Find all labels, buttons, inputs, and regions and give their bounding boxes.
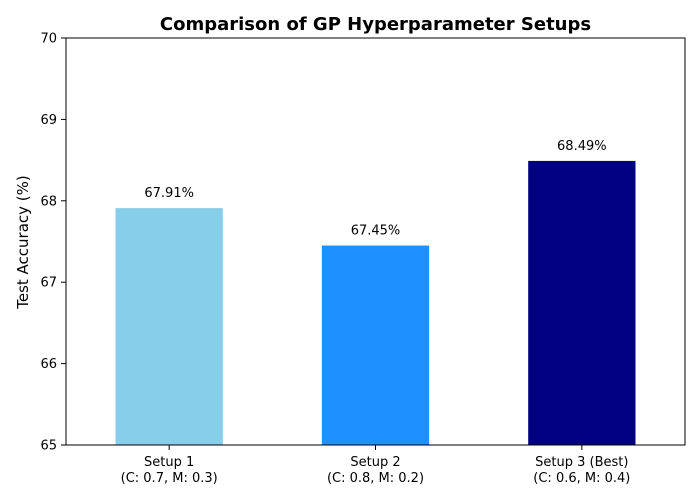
bar-2 [321,245,430,445]
data-label-2: 67.45% [351,224,401,239]
bar-1 [115,208,223,445]
y-tick-label-70: 70 [40,32,57,47]
x-tick-label-1-line-2: (C: 0.7, M: 0.3) [121,471,218,486]
bar-3 [528,160,636,445]
y-tick-label-66: 66 [40,357,57,372]
data-label-1: 67.91% [144,186,194,201]
y-axis-label: Test Accuracy (%) [14,175,32,310]
y-tick-label-69: 69 [40,113,57,128]
x-tick-label-2-line-2: (C: 0.8, M: 0.2) [327,471,424,486]
chart-title: Comparison of GP Hyperparameter Setups [160,14,591,35]
y-tick-label-65: 65 [40,439,57,454]
plot-frame [65,37,686,446]
y-tick-label-67: 67 [40,276,57,291]
plot-area: 67.91% Setup 1(C: 0.7, M: 0.3) 67.45% Setup… [40,32,686,486]
x-tick-label-3-line-2: (C: 0.6, M: 0.4) [533,471,630,486]
x-tick-label-3-line-1: Setup 3 (Best) [535,455,628,470]
y-tick-label-68: 68 [40,194,57,209]
x-tick-label-1-line-1: Setup 1 [144,455,194,470]
x-tick-label-2-line-1: Setup 2 [350,455,400,470]
data-label-3: 68.49% [557,139,607,154]
